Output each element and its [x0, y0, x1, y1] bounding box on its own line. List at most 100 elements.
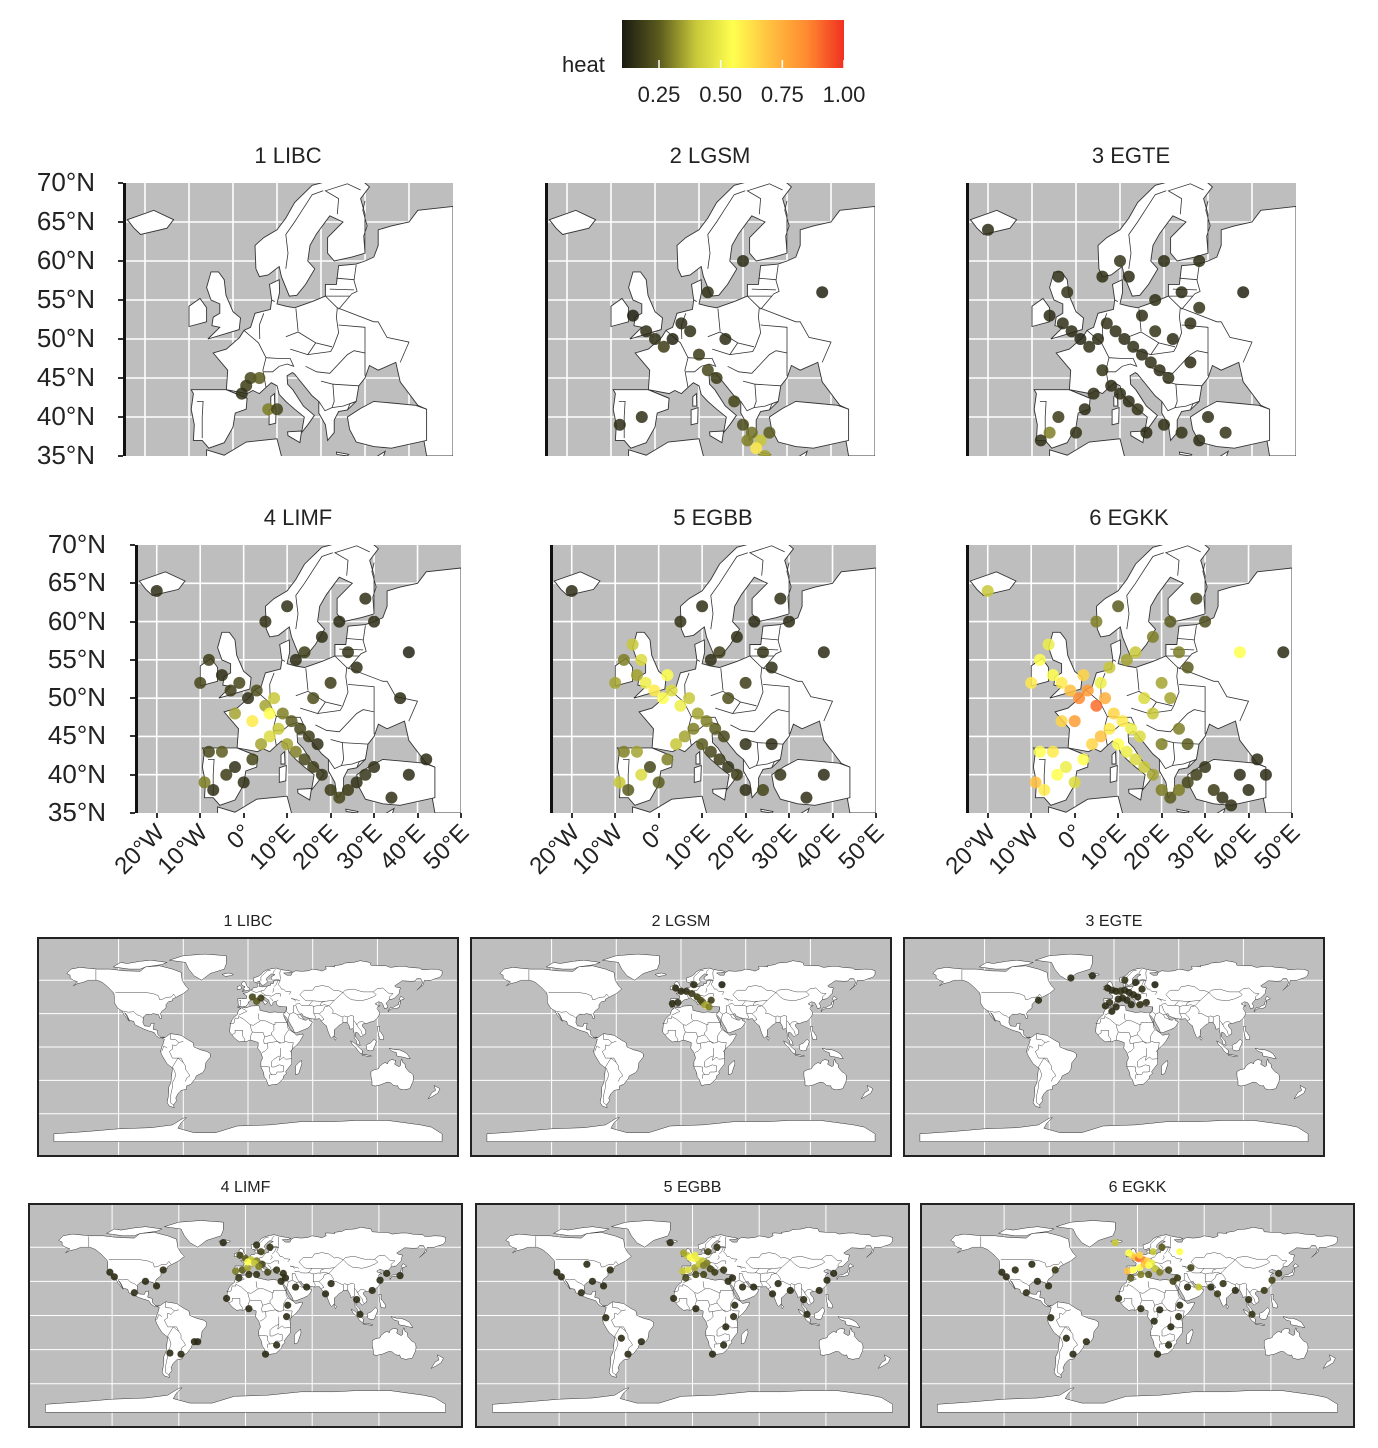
country-border — [1161, 380, 1178, 412]
country-border — [1248, 1290, 1256, 1304]
airport-point — [1165, 1341, 1173, 1349]
airport-point — [1181, 776, 1194, 789]
land-shape — [505, 1232, 632, 1307]
airport-point — [1172, 722, 1185, 735]
country-border — [324, 183, 361, 215]
airport-point — [557, 1273, 565, 1281]
airport-point — [756, 646, 769, 659]
country-border — [839, 404, 849, 410]
airport-point — [666, 1239, 674, 1247]
country-border — [1057, 1335, 1064, 1376]
world-map — [28, 1203, 463, 1428]
longitude-tick — [788, 813, 791, 818]
country-border — [1126, 1061, 1150, 1076]
country-border — [1163, 1235, 1167, 1241]
airport-point — [1155, 784, 1168, 797]
airport-point — [713, 1243, 721, 1251]
country-border — [1180, 307, 1253, 363]
latitude-label: 55°N — [36, 284, 95, 314]
country-border — [1161, 1003, 1183, 1020]
land-shape — [1253, 1000, 1267, 1013]
airport-point — [1173, 1274, 1182, 1282]
airport-point — [245, 1270, 253, 1279]
airport-point — [1127, 340, 1140, 353]
latitude-label: 70°N — [47, 529, 106, 559]
airport-point — [683, 692, 696, 705]
country-border — [328, 1254, 396, 1274]
airport-point — [1094, 676, 1107, 689]
country-border — [273, 969, 277, 974]
country-border — [362, 200, 368, 254]
world-map — [903, 937, 1325, 1157]
country-border — [417, 404, 427, 410]
airport-point — [1051, 768, 1064, 781]
latitude-label: 50°N — [36, 323, 95, 353]
airport-point — [1121, 976, 1129, 984]
airport-point — [281, 600, 294, 613]
panel-title: 4 LIMF — [263, 505, 333, 530]
land-shape — [798, 1038, 810, 1052]
land-shape — [371, 1326, 417, 1360]
airport-point — [1120, 653, 1133, 666]
country-border — [295, 1003, 317, 1020]
country-border — [1027, 1045, 1034, 1052]
country-border — [260, 1300, 263, 1313]
land-shape — [1056, 1220, 1116, 1248]
country-border — [172, 1057, 191, 1082]
country-border — [1205, 1273, 1221, 1282]
world-map — [920, 1203, 1355, 1428]
country-border — [721, 1029, 728, 1034]
airport-point — [816, 286, 829, 299]
airport-point — [1043, 309, 1056, 322]
country-border — [1106, 357, 1138, 373]
country-border — [722, 1012, 733, 1015]
airport-point — [1114, 387, 1126, 400]
country-border — [1108, 1035, 1112, 1042]
airport-point — [207, 784, 220, 797]
airport-point — [707, 996, 715, 1004]
latitude-label: 65°N — [36, 206, 95, 236]
country-border — [1205, 200, 1211, 254]
country-border — [333, 545, 370, 576]
airport-point — [263, 730, 276, 743]
airport-point — [1070, 426, 1082, 439]
airport-point — [1259, 768, 1272, 781]
airport-point — [402, 768, 415, 781]
land-shape — [1054, 567, 1292, 813]
country-border — [1128, 190, 1167, 269]
country-border — [696, 659, 701, 662]
country-border — [293, 1005, 296, 1013]
country-border — [1120, 1298, 1133, 1305]
airport-point — [1094, 730, 1107, 743]
airport-point — [1052, 270, 1065, 283]
land-shape — [602, 953, 660, 981]
world-panel: 4 LIMF — [28, 1179, 463, 1428]
country-border — [760, 264, 780, 310]
country-border — [290, 342, 317, 356]
land-shape — [628, 271, 663, 340]
country-border — [269, 1324, 279, 1331]
country-border — [313, 1005, 329, 1015]
airport-point — [394, 692, 407, 705]
country-border — [1007, 1278, 1030, 1287]
airport-point — [690, 981, 698, 989]
airport-point — [1112, 1003, 1120, 1011]
longitude-tick — [199, 813, 202, 818]
land-shape — [1097, 183, 1214, 297]
country-border — [347, 401, 357, 411]
land-shape — [837, 1316, 861, 1328]
airport-point — [1025, 676, 1038, 689]
airport-point — [774, 1280, 782, 1288]
country-border — [716, 1292, 720, 1303]
country-border — [294, 1270, 316, 1287]
airport-point — [198, 776, 211, 789]
airport-point — [1096, 364, 1109, 377]
country-border — [287, 1297, 294, 1302]
country-border — [1159, 739, 1176, 770]
airport-point — [627, 309, 639, 322]
airport-point — [333, 791, 346, 804]
airport-point — [259, 615, 272, 628]
country-border — [328, 739, 345, 770]
airport-point — [635, 411, 648, 423]
airport-point — [1105, 379, 1118, 392]
